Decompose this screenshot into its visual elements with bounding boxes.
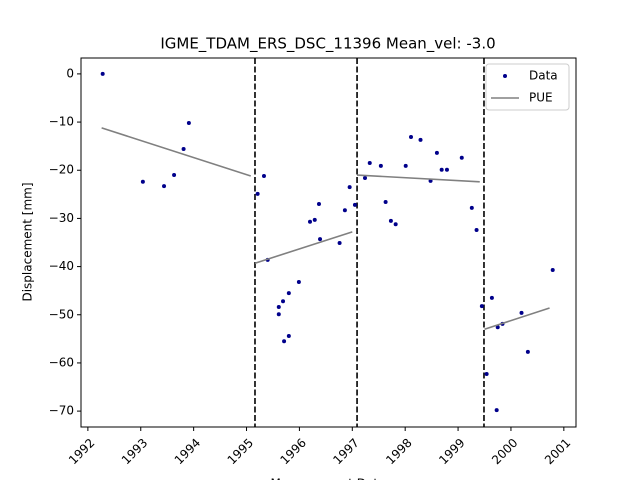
x-axis-label: Measurement Date (271, 477, 386, 480)
y-tick-label: −70 (49, 404, 74, 418)
data-point (489, 295, 494, 300)
data-point (519, 310, 524, 315)
data-point (459, 155, 464, 160)
data-point (388, 218, 393, 223)
data-point (316, 201, 321, 206)
data-point (367, 161, 372, 166)
legend-label: PUE (529, 91, 553, 105)
data-point (286, 333, 291, 338)
data-point (276, 305, 281, 310)
data-point (286, 291, 291, 296)
data-point (418, 137, 423, 142)
data-point (409, 135, 413, 140)
y-tick-label: −10 (49, 115, 74, 129)
data-point (181, 147, 186, 152)
chart-title: IGME_TDAM_ERS_DSC_11396 Mean_vel: -3.0 (160, 35, 495, 54)
legend-label: Data (529, 69, 558, 83)
data-point (318, 237, 323, 242)
data-point (494, 408, 499, 413)
data-point (352, 202, 357, 207)
data-point (172, 173, 177, 178)
data-point (383, 200, 388, 205)
data-point (444, 167, 449, 172)
data-point (281, 299, 286, 304)
data-point (347, 185, 352, 190)
data-point (484, 372, 489, 377)
y-tick-label: −40 (49, 259, 74, 273)
y-tick-label: 0 (66, 66, 74, 80)
data-point (276, 312, 281, 317)
data-point (403, 163, 408, 168)
pue-line (101, 127, 550, 330)
data-point (439, 167, 444, 172)
data-point (474, 227, 479, 232)
y-tick-label: −30 (49, 211, 74, 225)
y-axis-label: Displacement [mm] (21, 182, 35, 301)
data-point (469, 205, 474, 210)
data-point (393, 222, 398, 227)
y-tick-label: −60 (49, 355, 74, 369)
legend-marker (503, 74, 507, 78)
data-point (140, 179, 145, 184)
data-point (307, 219, 312, 224)
data-point (362, 175, 367, 180)
y-tick-label: −50 (49, 307, 74, 321)
data-point (186, 121, 191, 126)
data-point (261, 174, 266, 179)
data-point (337, 240, 342, 245)
data-point (495, 325, 500, 330)
data-point (255, 191, 260, 196)
data-point (550, 267, 555, 272)
data-point (162, 184, 167, 189)
data-point (378, 163, 383, 168)
data-point (479, 304, 484, 309)
data-point (434, 150, 439, 155)
data-point (342, 208, 347, 213)
data-point (100, 71, 105, 76)
plot-frame (80, 57, 577, 428)
data-point (296, 280, 301, 285)
data-point (525, 349, 530, 354)
y-tick-label: −20 (49, 163, 74, 177)
data-point (282, 339, 287, 344)
data-point (312, 217, 317, 222)
